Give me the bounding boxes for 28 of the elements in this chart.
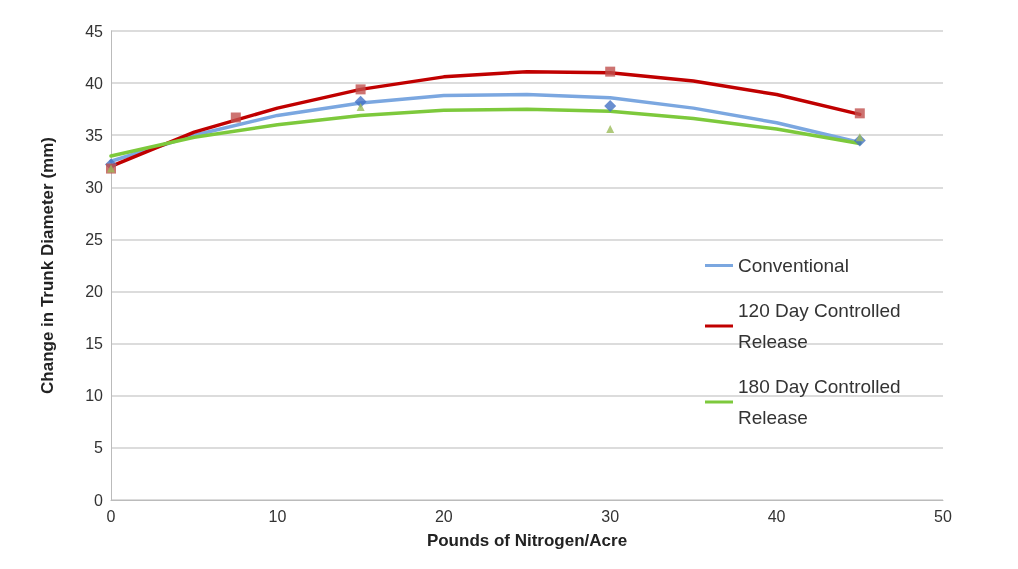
x-tick-label: 30: [601, 507, 620, 525]
y-tick-label: 25: [85, 230, 104, 248]
x-tick-label: 40: [767, 507, 786, 525]
legend-label: 120 Day Controlled Release: [738, 300, 906, 352]
y-tick-label: 10: [85, 387, 104, 405]
y-tick-label: 40: [85, 74, 104, 92]
x-tick-label: 50: [934, 507, 952, 525]
y-tick-label: 30: [85, 178, 104, 196]
y-axis-title: Change in Trunk Diameter (mm): [38, 137, 57, 394]
y-tick-label: 20: [85, 283, 104, 301]
point: [355, 84, 366, 95]
x-tick-label: 0: [106, 507, 116, 525]
y-tick-label: 0: [94, 491, 104, 509]
point: [605, 66, 616, 77]
point: [854, 108, 865, 119]
y-tick-label: 15: [85, 335, 104, 353]
point: [230, 112, 241, 123]
y-tick-label: 45: [85, 22, 104, 40]
y-tick-label: 5: [94, 439, 104, 457]
point: [604, 100, 617, 113]
x-tick-label: 10: [268, 507, 287, 525]
point: [606, 124, 615, 133]
point: [356, 103, 365, 112]
y-tick-label: 35: [85, 126, 104, 144]
legend-label: 180 Day Controlled Release: [738, 376, 906, 428]
x-axis-title: Pounds of Nitrogen/Acre: [426, 531, 628, 550]
x-tick-label: 20: [434, 507, 453, 525]
legend-label: Conventional: [738, 255, 849, 276]
